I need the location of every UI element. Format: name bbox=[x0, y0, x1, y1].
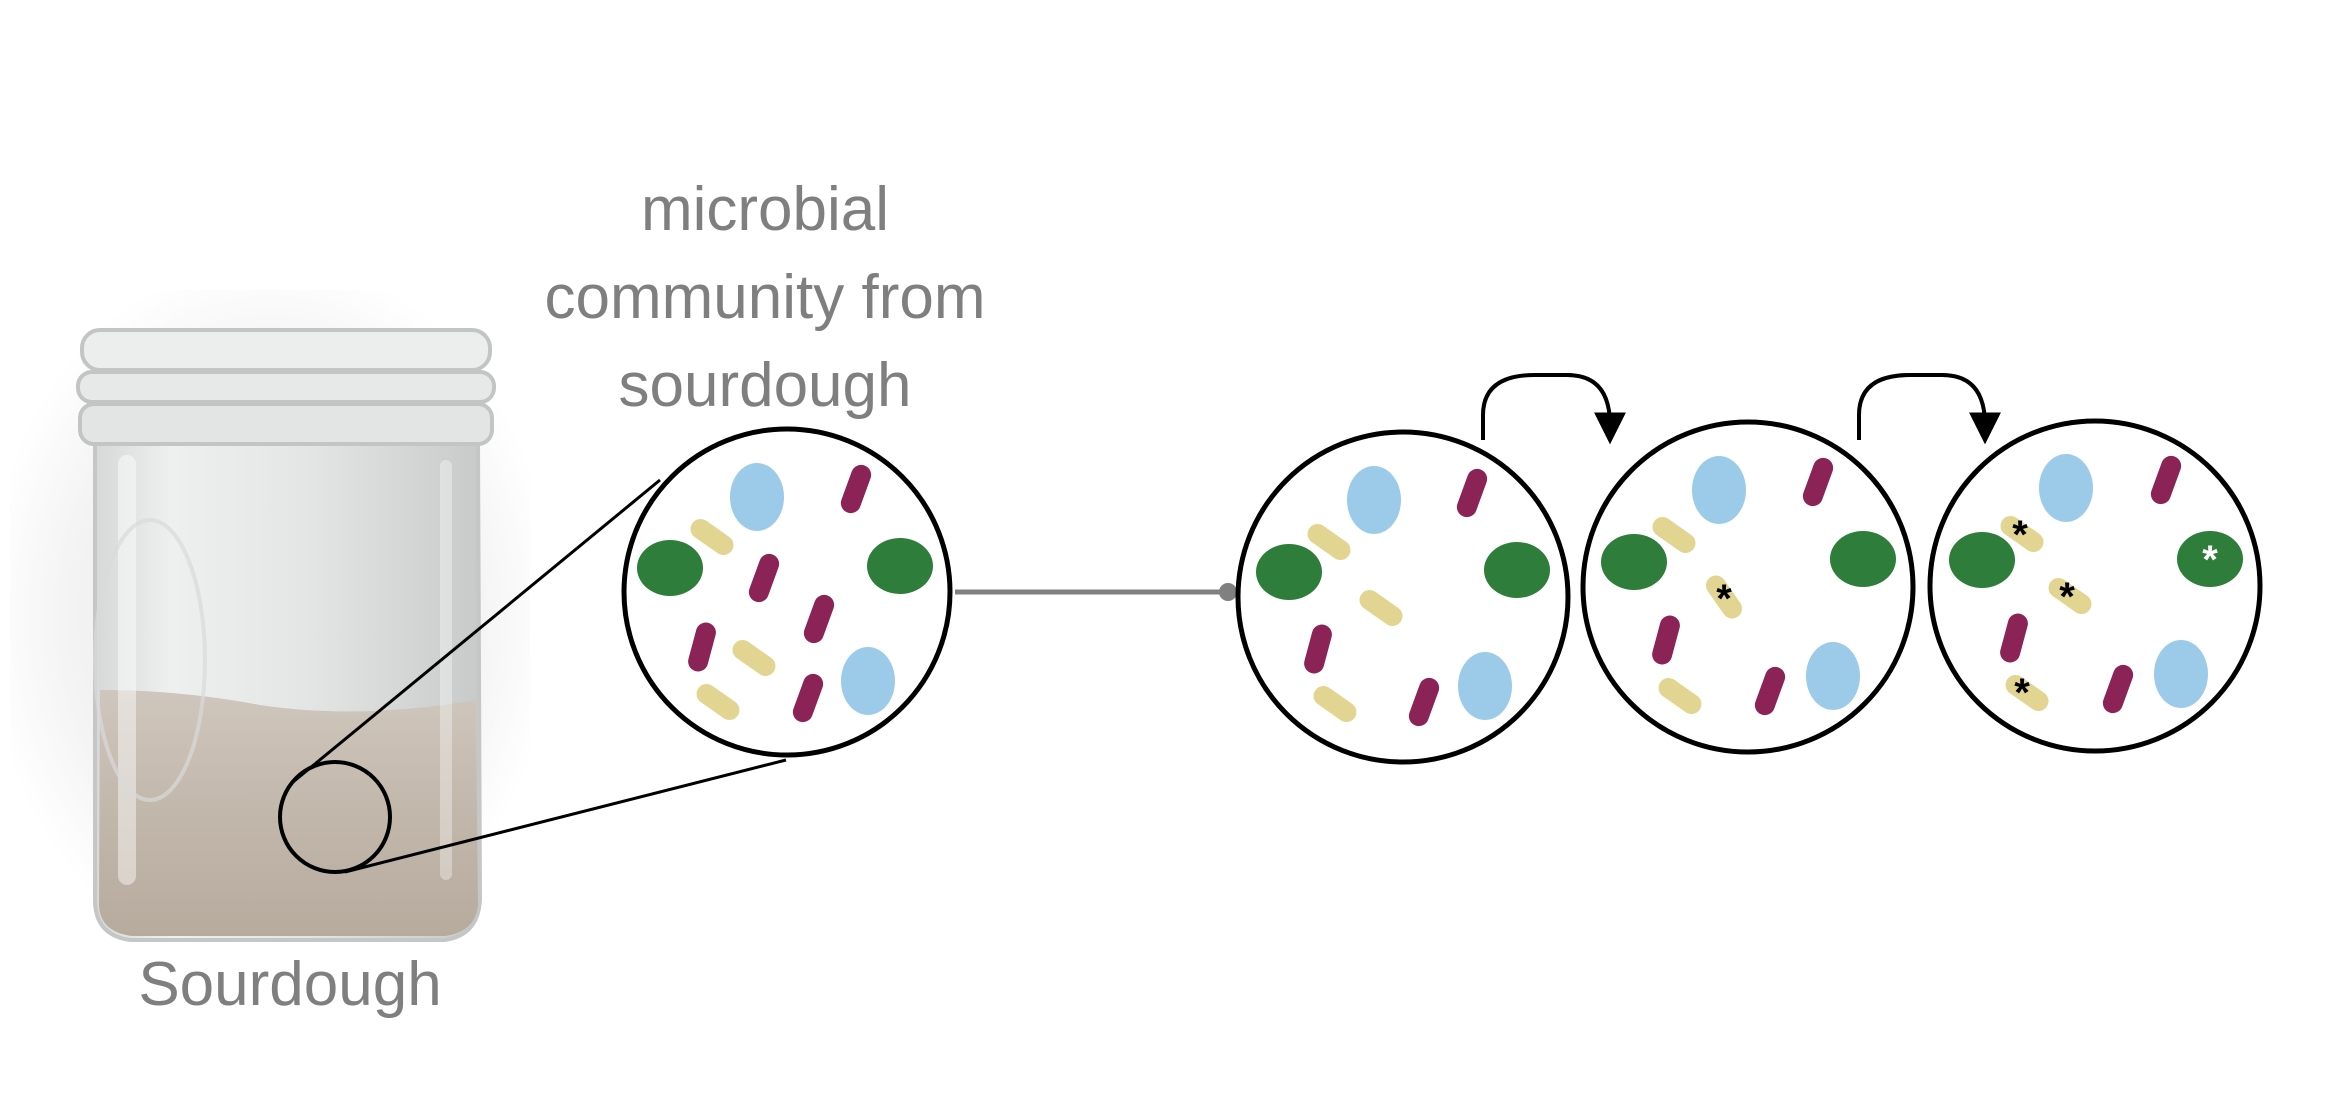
microbe-green-oval bbox=[637, 540, 703, 596]
community-circle-passage-2: * bbox=[1580, 419, 1916, 755]
mutation-marker: * bbox=[2014, 671, 2030, 715]
microbe-maroon-rod bbox=[1802, 457, 1834, 507]
microbe-yellow-rod bbox=[690, 518, 734, 556]
microbe-green-oval bbox=[1601, 534, 1667, 590]
microbe-yellow-rod bbox=[732, 639, 776, 677]
jar-label: Sourdough bbox=[138, 950, 441, 1019]
microbe-green-oval bbox=[1484, 542, 1550, 598]
microbe-yellow-rod-mutant bbox=[2005, 674, 2049, 712]
microbe-blue-oval bbox=[841, 647, 895, 715]
community-title-line-3: sourdough bbox=[618, 351, 911, 420]
mutation-marker: * bbox=[1716, 577, 1732, 621]
microbe-blue-oval bbox=[1806, 642, 1860, 710]
microbe-maroon-rod bbox=[1408, 677, 1440, 727]
microbe-green-oval-mutant bbox=[2177, 531, 2243, 587]
sourdough-jar-photo bbox=[10, 290, 530, 942]
microbe-maroon-rod bbox=[688, 622, 716, 672]
community-title-line-1: microbial bbox=[641, 175, 889, 244]
microbe-yellow-rod bbox=[696, 683, 740, 721]
microbe-yellow-rod bbox=[1658, 677, 1702, 715]
microbe-maroon-rod bbox=[2000, 613, 2028, 663]
jar-zoom-circle bbox=[278, 760, 392, 874]
microbe-yellow-rod bbox=[1652, 516, 1696, 554]
microbe-maroon-rod bbox=[2150, 455, 2182, 505]
microbe-green-oval bbox=[1256, 544, 1322, 600]
community-title-line-2: community from bbox=[545, 263, 986, 332]
microbe-maroon-rod bbox=[1456, 468, 1488, 518]
microbe-green-oval bbox=[1830, 531, 1896, 587]
zoom-line-upper bbox=[292, 478, 661, 784]
mutation-marker: * bbox=[2012, 513, 2028, 557]
community-circle-passage-3: * * * * bbox=[1927, 418, 2263, 754]
passage-arrow-1 bbox=[1481, 373, 1626, 445]
glass-highlight bbox=[118, 455, 136, 885]
community-circle-source bbox=[621, 426, 953, 758]
jar-thread-ring-1 bbox=[76, 370, 496, 404]
microbe-yellow-rod bbox=[1313, 685, 1357, 723]
jar-rim bbox=[80, 328, 492, 372]
microbe-maroon-rod bbox=[792, 673, 824, 723]
microbe-green-oval bbox=[1949, 532, 2015, 588]
sourdough-starter bbox=[99, 690, 478, 936]
microbe-yellow-rod-mutant bbox=[1705, 575, 1743, 619]
microbe-yellow-rod bbox=[1307, 523, 1351, 561]
jar-thread-ring-2 bbox=[78, 402, 494, 446]
zoom-line-lower bbox=[344, 758, 787, 874]
microbe-maroon-rod bbox=[1304, 624, 1332, 674]
microbe-blue-oval bbox=[1692, 456, 1746, 524]
microbe-maroon-rod bbox=[840, 464, 872, 514]
microbe-yellow-rod bbox=[1359, 589, 1403, 627]
microbe-blue-oval bbox=[1458, 652, 1512, 720]
microbe-maroon-rod bbox=[1754, 666, 1786, 716]
microbe-green-oval bbox=[867, 538, 933, 594]
microbe-maroon-rod bbox=[803, 594, 835, 644]
passage-arrow-2 bbox=[1857, 373, 2001, 445]
jar-embossing bbox=[93, 518, 207, 802]
microbe-blue-oval bbox=[730, 463, 784, 531]
microbe-blue-oval bbox=[2039, 454, 2093, 522]
series-connector-node bbox=[1219, 583, 1237, 601]
microbe-yellow-rod-mutant bbox=[2000, 515, 2044, 553]
community-circle-passage-1 bbox=[1235, 429, 1571, 765]
microbe-yellow-rod-mutant bbox=[2048, 577, 2092, 615]
mutation-marker: * bbox=[2059, 575, 2075, 619]
microbe-blue-oval bbox=[2154, 640, 2208, 708]
glass-highlight bbox=[440, 460, 452, 880]
microbe-maroon-rod bbox=[748, 553, 780, 603]
microbe-blue-oval bbox=[1347, 466, 1401, 534]
mutation-marker: * bbox=[2202, 538, 2218, 582]
microbe-maroon-rod bbox=[1652, 615, 1680, 665]
microbe-maroon-rod bbox=[2102, 664, 2134, 714]
